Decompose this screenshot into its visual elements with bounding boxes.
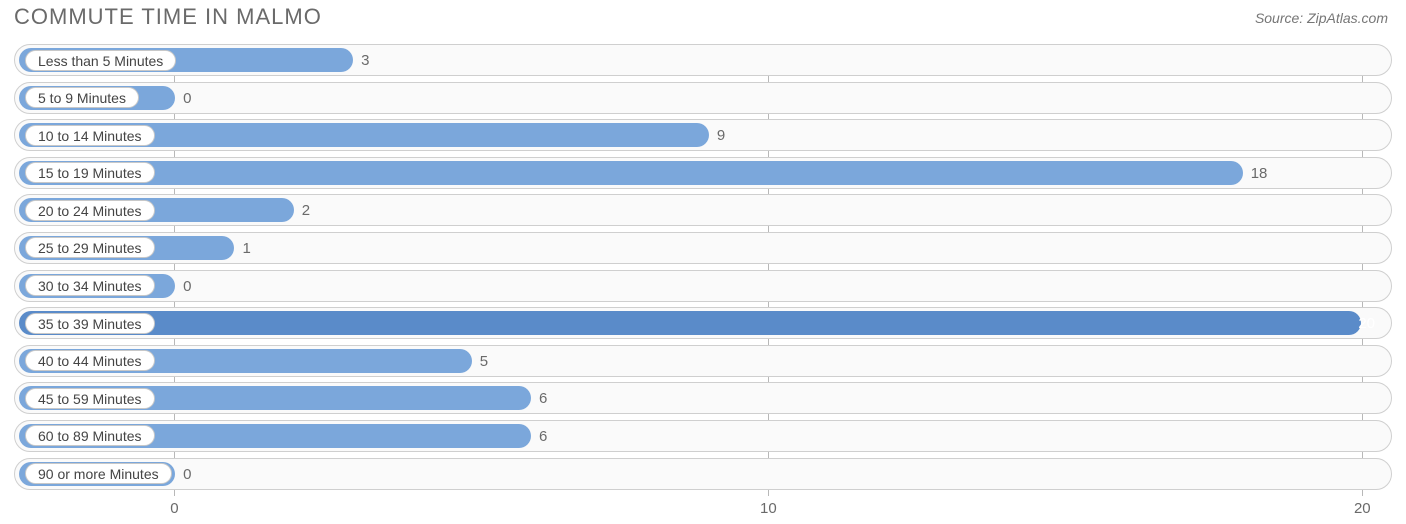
category-label: 10 to 14 Minutes [25,125,155,146]
category-label: 30 to 34 Minutes [25,275,155,296]
category-label: 60 to 89 Minutes [25,425,155,446]
bar-value: 9 [717,127,725,144]
category-label: 40 to 44 Minutes [25,350,155,371]
bar-value: 6 [539,390,547,407]
chart-row: 20 to 24 Minutes 2 [14,194,1392,226]
x-axis-tick: 10 [760,500,777,517]
bar-value: 2 [302,202,310,219]
commute-time-chart: COMMUTE TIME IN MALMO Source: ZipAtlas.c… [0,0,1406,524]
chart-title: COMMUTE TIME IN MALMO [14,4,322,30]
chart-row: Less than 5 Minutes 3 [14,44,1392,76]
chart-row: 25 to 29 Minutes 1 [14,232,1392,264]
chart-row: 5 to 9 Minutes 0 [14,82,1392,114]
category-label: 45 to 59 Minutes [25,388,155,409]
category-label: 5 to 9 Minutes [25,87,139,108]
bar-value: 5 [480,353,488,370]
x-axis: 0 10 20 [14,500,1392,520]
chart-bar [19,161,1243,185]
bar-value: 18 [1251,165,1268,182]
bar-value: 0 [183,466,191,483]
chart-row: 10 to 14 Minutes 9 [14,119,1392,151]
chart-row: 40 to 44 Minutes 5 [14,345,1392,377]
category-label: Less than 5 Minutes [25,50,176,71]
x-axis-tick: 20 [1354,500,1371,517]
bar-value: 20 [1358,315,1375,332]
chart-source: Source: ZipAtlas.com [1255,10,1388,26]
category-label: 15 to 19 Minutes [25,162,155,183]
chart-bar [19,311,1361,335]
category-label: 35 to 39 Minutes [25,313,155,334]
chart-row: 90 or more Minutes 0 [14,458,1392,490]
chart-row: 35 to 39 Minutes 20 [14,307,1392,339]
chart-row: 60 to 89 Minutes 6 [14,420,1392,452]
bar-value: 0 [183,278,191,295]
category-label: 25 to 29 Minutes [25,237,155,258]
chart-row: 45 to 59 Minutes 6 [14,382,1392,414]
bar-value: 0 [183,90,191,107]
category-label: 90 or more Minutes [25,463,172,484]
chart-row: 30 to 34 Minutes 0 [14,270,1392,302]
bar-value: 3 [361,52,369,69]
category-label: 20 to 24 Minutes [25,200,155,221]
chart-row: 15 to 19 Minutes 18 [14,157,1392,189]
bar-value: 1 [242,240,250,257]
chart-plot-area: Less than 5 Minutes 3 5 to 9 Minutes 0 10 to… [14,44,1392,496]
bar-value: 6 [539,428,547,445]
x-axis-tick: 0 [170,500,178,517]
